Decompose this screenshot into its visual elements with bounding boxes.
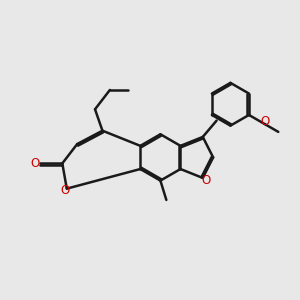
Text: O: O (260, 115, 269, 128)
Text: O: O (30, 157, 39, 170)
Text: O: O (202, 174, 211, 187)
Text: O: O (61, 184, 70, 196)
